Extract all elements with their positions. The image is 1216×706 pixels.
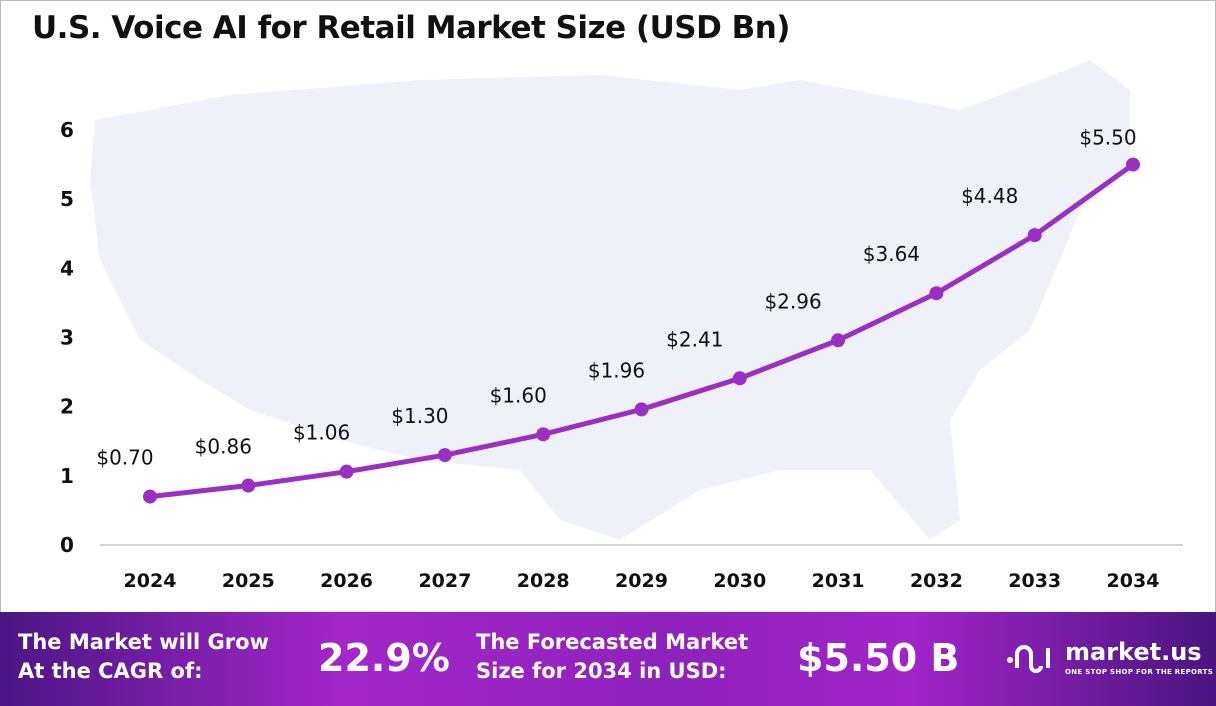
data-label: $0.86 — [195, 435, 252, 459]
data-label: $3.64 — [863, 242, 920, 266]
x-tick-label: 2030 — [713, 570, 766, 592]
data-point — [634, 402, 649, 417]
data-label: $1.30 — [391, 404, 448, 428]
data-label: $1.06 — [293, 421, 350, 445]
cagr-label: The Market will Grow At the CAGR of: — [18, 628, 269, 686]
data-point — [1126, 157, 1140, 172]
y-tick-label: 3 — [60, 326, 74, 350]
cagr-label-line-2: At the CAGR of: — [18, 659, 203, 683]
data-point — [929, 286, 944, 301]
x-tick-label: 2026 — [320, 570, 373, 592]
forecast-value: $5.50 B — [797, 636, 960, 680]
x-tick-label: 2031 — [812, 570, 865, 592]
x-tick-label: 2032 — [910, 570, 963, 592]
forecast-label-line-2: Size for 2034 in USD: — [476, 659, 727, 683]
y-tick-label: 1 — [60, 464, 74, 488]
data-point — [339, 464, 354, 479]
x-tick-label: 2028 — [517, 570, 570, 592]
data-point — [831, 333, 846, 348]
x-tick-label: 2027 — [418, 570, 471, 592]
y-tick-label: 2 — [60, 395, 74, 419]
forecast-label: The Forecasted Market Size for 2034 in U… — [476, 628, 748, 686]
data-point — [143, 489, 157, 504]
cagr-value: 22.9% — [318, 636, 450, 680]
y-tick-label: 4 — [60, 256, 74, 280]
data-label: $2.96 — [764, 289, 821, 313]
data-point — [241, 478, 256, 493]
data-point — [536, 427, 551, 442]
data-label: $4.48 — [961, 184, 1018, 208]
data-label: $5.50 — [1079, 126, 1136, 150]
brand-name: market.us — [1065, 638, 1202, 666]
data-point — [437, 448, 452, 463]
data-label: $2.41 — [666, 327, 723, 351]
data-label: $0.70 — [96, 446, 153, 470]
forecast-label-line-1: The Forecasted Market — [476, 630, 749, 654]
data-point — [1027, 228, 1042, 243]
us-map-background — [90, 60, 1130, 540]
data-point — [732, 371, 747, 386]
x-tick-label: 2034 — [1107, 570, 1160, 592]
x-tick-label: 2025 — [222, 570, 275, 592]
line-chart: 0 1 2 3 4 5 6 2024 2025 2026 2027 2028 2029 2030 2031… — [60, 60, 1183, 592]
data-label: $1.96 — [588, 358, 645, 382]
summary-banner: The Market will Grow At the CAGR of: 22.… — [0, 612, 1216, 706]
logo-icon — [1007, 645, 1050, 673]
chart-title: U.S. Voice AI for Retail Market Size (US… — [32, 10, 790, 46]
brand-tagline: ONE STOP SHOP FOR THE REPORTS — [1065, 668, 1214, 676]
y-tick-label: 6 — [60, 118, 74, 142]
y-tick-label: 0 — [60, 533, 74, 557]
cagr-label-line-1: The Market will Grow — [18, 630, 269, 654]
y-tick-label: 5 — [60, 187, 74, 211]
data-label: $1.60 — [490, 383, 547, 407]
x-tick-label: 2033 — [1008, 570, 1061, 592]
x-tick-label: 2029 — [615, 570, 668, 592]
x-tick-label: 2024 — [124, 570, 177, 592]
